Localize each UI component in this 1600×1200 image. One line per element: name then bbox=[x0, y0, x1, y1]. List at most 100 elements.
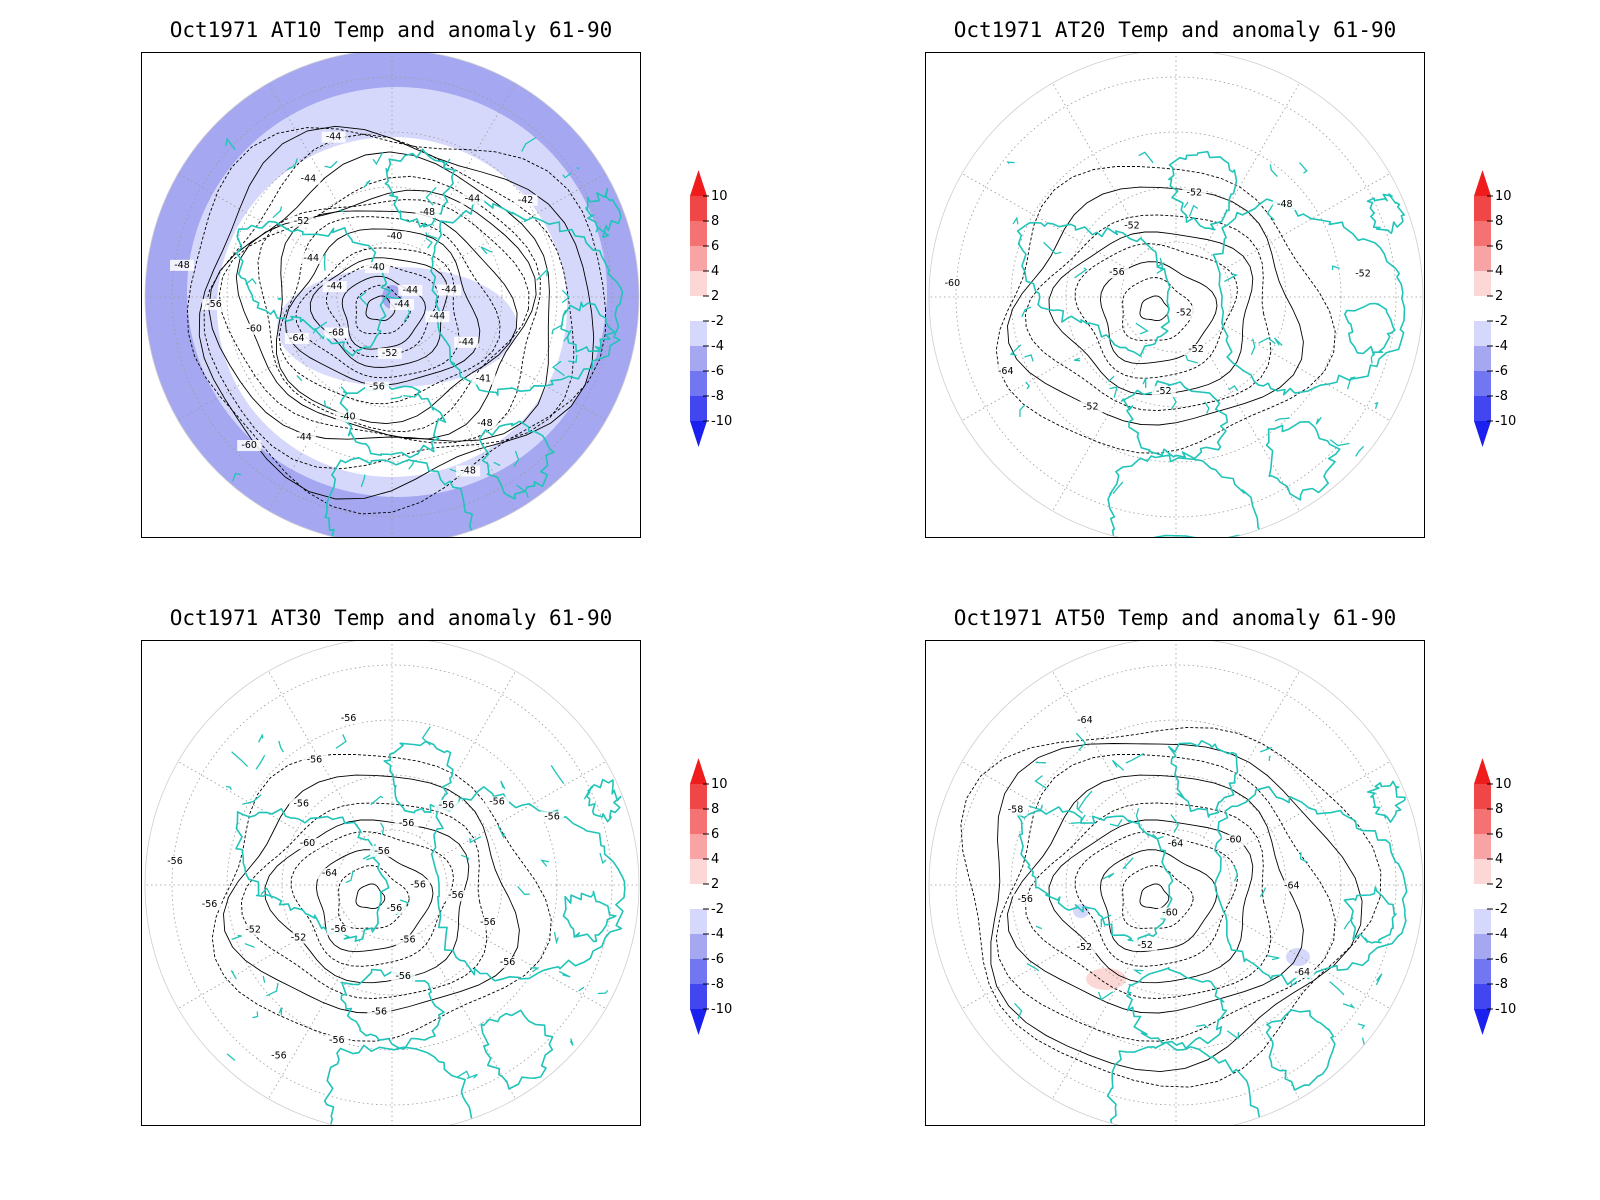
border-segment bbox=[1102, 872, 1115, 880]
contour-label: -52 bbox=[294, 216, 310, 227]
border-segment bbox=[552, 360, 565, 377]
coastline bbox=[585, 778, 622, 823]
isotherm-contour bbox=[1007, 186, 1304, 426]
coastline bbox=[478, 420, 555, 500]
label-backdrop bbox=[382, 231, 407, 243]
isotherm-contour bbox=[1048, 819, 1254, 984]
border-segment bbox=[558, 970, 571, 978]
coastlines bbox=[1014, 715, 1408, 1125]
colorbar-arrow-bottom bbox=[1474, 421, 1491, 447]
border-segment bbox=[1100, 914, 1112, 928]
coastlines bbox=[225, 726, 626, 1125]
border-segment bbox=[1019, 404, 1026, 418]
contour-label: -56 bbox=[271, 1050, 287, 1061]
border-segment bbox=[1299, 162, 1308, 174]
border-segment bbox=[530, 967, 540, 973]
contour-label: -52 bbox=[1077, 942, 1093, 953]
meridian-line bbox=[419, 932, 516, 1100]
border-segment bbox=[1224, 273, 1239, 283]
label-backdrop bbox=[1158, 907, 1183, 919]
border-segment bbox=[1097, 991, 1114, 1001]
label-backdrop bbox=[1119, 220, 1144, 232]
label-backdrop bbox=[284, 332, 309, 344]
border-segment bbox=[1355, 445, 1365, 457]
contour-label: -56 bbox=[374, 846, 390, 857]
label-backdrop bbox=[382, 902, 407, 914]
label-backdrop bbox=[1182, 187, 1207, 199]
colorbar-segment bbox=[690, 296, 707, 321]
colorbar-segment bbox=[690, 246, 707, 271]
latitude-circle bbox=[955, 664, 1397, 1106]
label-backdrop bbox=[993, 366, 1018, 378]
colorbar-segment bbox=[1474, 909, 1491, 934]
label-backdrop bbox=[335, 411, 360, 423]
latitude-circle bbox=[1010, 719, 1342, 1051]
border-segment bbox=[226, 1053, 236, 1061]
label-backdrop bbox=[324, 1035, 349, 1047]
colorbar-arrow-bottom bbox=[690, 421, 707, 447]
map-boundary bbox=[144, 53, 640, 537]
label-backdrop bbox=[266, 1050, 291, 1062]
colorbar-label: -2 bbox=[711, 902, 724, 917]
colorbar-label: 10 bbox=[711, 777, 728, 792]
label-backdrop bbox=[295, 838, 320, 850]
border-segment bbox=[345, 870, 354, 884]
label-backdrop bbox=[390, 299, 414, 310]
border-segment bbox=[1375, 973, 1383, 986]
coastline bbox=[585, 187, 622, 238]
meridian-line bbox=[1052, 932, 1149, 1100]
border-segment bbox=[252, 1011, 259, 1019]
contour-label: -56 bbox=[369, 382, 385, 393]
border-segment bbox=[575, 167, 580, 170]
contour-label: -44 bbox=[458, 337, 474, 348]
contour-label: -56 bbox=[544, 811, 560, 822]
contour-label: -52 bbox=[291, 932, 307, 943]
colorbar-segment bbox=[690, 396, 707, 421]
isotherm-contour bbox=[276, 210, 518, 425]
colorbar-segment bbox=[1474, 196, 1491, 221]
coastline bbox=[1106, 1041, 1264, 1125]
border-segment bbox=[244, 943, 255, 948]
border-segment bbox=[278, 740, 284, 753]
label-backdrop bbox=[1290, 966, 1315, 978]
border-segment bbox=[425, 232, 438, 240]
colorbar-label: -2 bbox=[711, 314, 724, 329]
colorbar-segment bbox=[690, 221, 707, 246]
label-backdrop bbox=[322, 281, 347, 293]
colorbar-segment bbox=[1474, 984, 1491, 1009]
contour-label: -48 bbox=[460, 465, 476, 476]
contour-label: -48 bbox=[1277, 199, 1293, 210]
border-segment bbox=[231, 472, 242, 482]
coastline bbox=[430, 786, 626, 982]
label-backdrop bbox=[434, 799, 459, 811]
colorbar: 10 8 6 4 2 -2 -4 -6 -8 -10 bbox=[1474, 170, 1516, 447]
meridian-line bbox=[1203, 344, 1300, 512]
label-backdrop bbox=[1078, 401, 1103, 413]
meridian-line bbox=[1223, 324, 1391, 421]
border-segment bbox=[1290, 980, 1298, 987]
latitude-circle bbox=[955, 76, 1397, 518]
meridian-line bbox=[1203, 82, 1300, 250]
contour-label: -52 bbox=[245, 924, 261, 935]
isotherm-contour bbox=[1139, 883, 1170, 910]
contour-label: -52 bbox=[1355, 268, 1371, 279]
border-segment bbox=[231, 751, 249, 768]
border-segment bbox=[1142, 377, 1147, 388]
border-segment bbox=[408, 459, 415, 470]
isotherm-contour bbox=[1099, 849, 1218, 953]
border-segment bbox=[521, 136, 537, 152]
border-segment bbox=[1122, 857, 1134, 869]
label-backdrop bbox=[1003, 804, 1028, 816]
label-backdrop bbox=[324, 327, 349, 339]
isotherm-contour bbox=[309, 257, 449, 368]
colorbar-segment bbox=[690, 809, 707, 834]
isotherm-contour bbox=[1048, 231, 1254, 396]
polar-map: -56 -56 -56 -56 -56 -56 -56 -52 -52 -56 -56 -64 -60 -… bbox=[144, 641, 640, 1125]
contour-label: -64 bbox=[322, 868, 338, 879]
meridian-line bbox=[1203, 932, 1300, 1100]
coastline bbox=[562, 890, 617, 943]
colorbar-label: 8 bbox=[711, 802, 719, 817]
coastline bbox=[339, 382, 447, 459]
label-backdrop bbox=[296, 173, 321, 185]
contour-label: -56 bbox=[329, 1035, 345, 1046]
